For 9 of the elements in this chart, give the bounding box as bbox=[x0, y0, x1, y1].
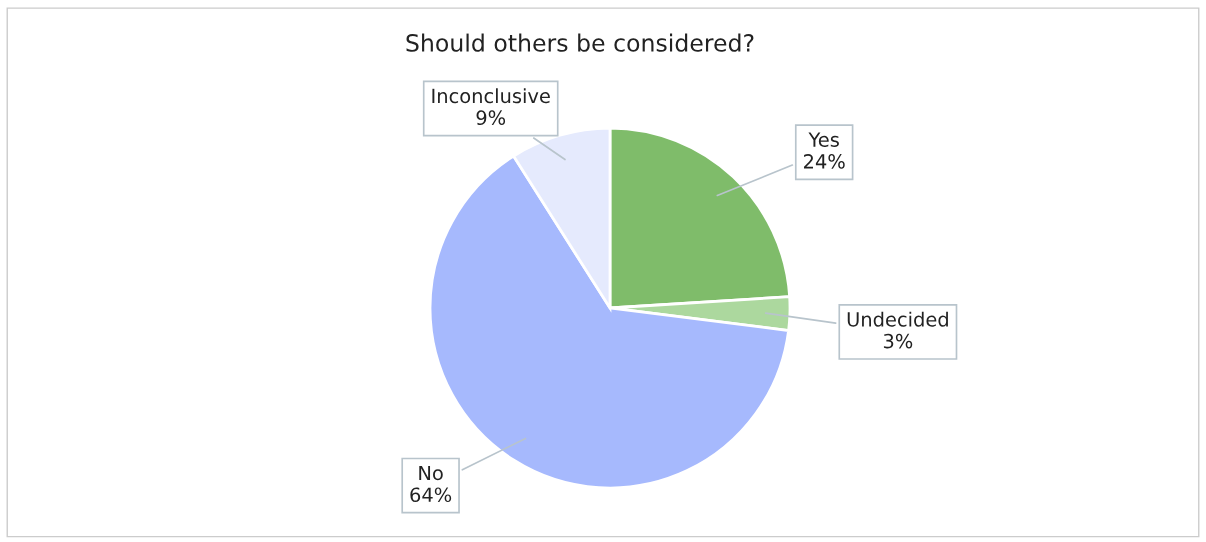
data-label: 24% bbox=[804, 154, 845, 169]
slice-label: No bbox=[419, 465, 443, 481]
chart-title: Should others be considered? bbox=[406, 33, 754, 52]
data-label: 64% bbox=[410, 487, 452, 503]
slice-label: Undecided bbox=[847, 311, 948, 327]
slice-label: Inconclusive bbox=[432, 88, 550, 104]
data-label: 9% bbox=[476, 110, 506, 126]
slice-label: Yes bbox=[808, 132, 839, 147]
data-label: 3% bbox=[883, 333, 913, 349]
